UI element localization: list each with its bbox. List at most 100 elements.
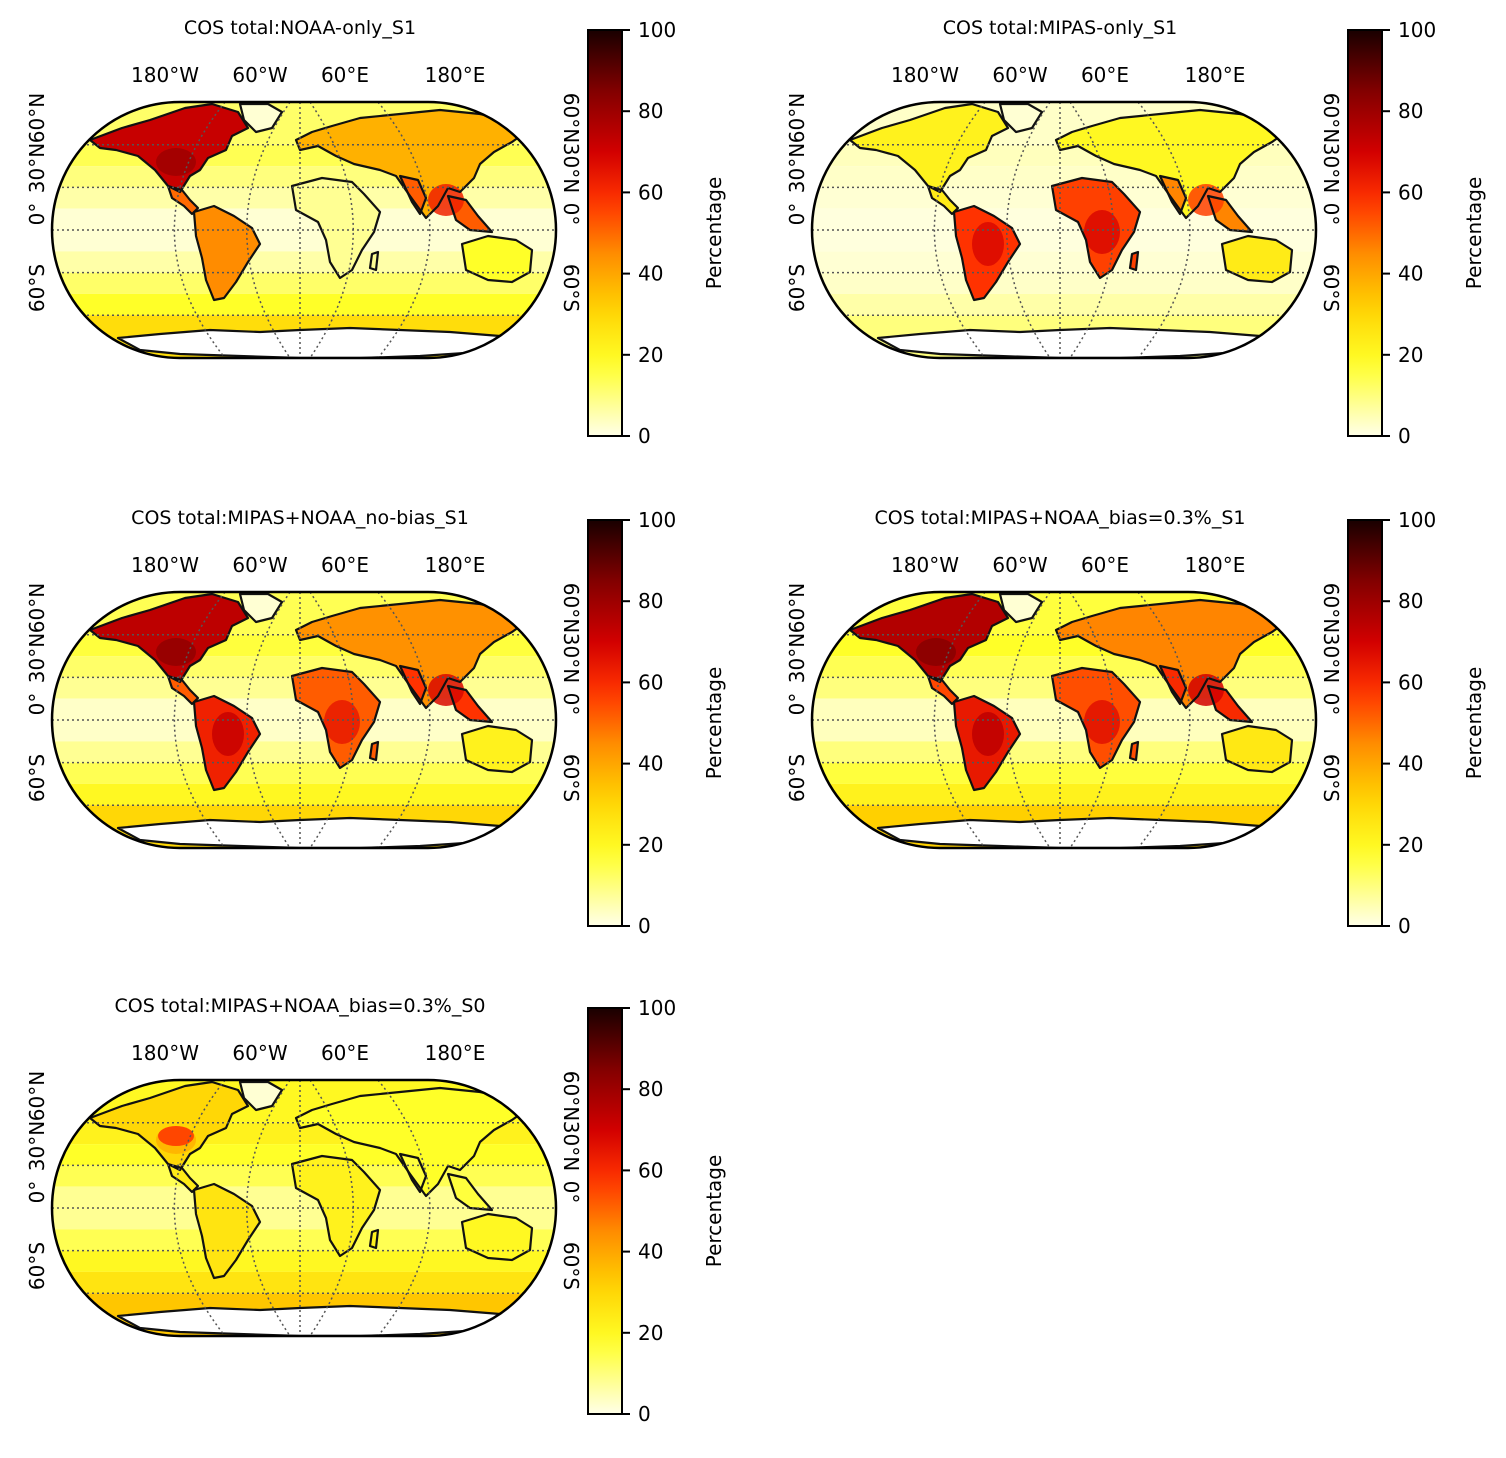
coastline (1158, 174, 1188, 216)
latitude-label-right: 30°N (559, 1121, 583, 1171)
meridian-gridline (933, 592, 986, 848)
latitude-label-right: 60°N (1319, 583, 1343, 633)
latitude-label-right: 0° (1319, 203, 1343, 226)
latitude-label-left: 0° (785, 203, 809, 226)
map-figure: 180°W 60°W 60°E 180°E60°N 60°N30°N 30°N0° 0°60… (785, 508, 1486, 938)
colorbar-tick-label: 40 (638, 262, 663, 286)
latitude-label-right: 60°S (559, 264, 583, 312)
longitude-label: 60°W (232, 63, 287, 87)
ocean-band (812, 272, 1316, 294)
colorbar-tick-label: 60 (1398, 180, 1423, 204)
map-figure: 180°W 60°W 60°E 180°E60°N 60°N30°N 30°N0° 0°60… (25, 996, 726, 1426)
ocean-band (812, 251, 1316, 273)
coastline (1050, 666, 1142, 770)
hotspot (916, 638, 956, 666)
colorbar-tick-label: 40 (1398, 752, 1423, 776)
land-region-central-america (168, 1164, 198, 1192)
latitude-label-right: 30°N (559, 143, 583, 193)
ocean-band (812, 762, 1316, 784)
colorbar-tick-label: 80 (638, 589, 663, 613)
colorbar-tick-label: 80 (638, 1077, 663, 1101)
coastline (290, 666, 382, 770)
latitude-label-right: 0° (559, 1181, 583, 1204)
longitude-label: 60°E (321, 553, 369, 577)
hotspot (212, 712, 244, 756)
colorbar-tick-label: 40 (638, 1240, 663, 1264)
coastline (1128, 250, 1140, 272)
map-field (52, 1080, 556, 1336)
latitude-label-left: 60°N (25, 93, 49, 143)
coastline (238, 102, 284, 134)
colorbar-tick-label: 0 (1398, 424, 1411, 448)
map-frame (50, 590, 558, 850)
latitude-label-left: 60°N (25, 583, 49, 633)
coastline (998, 102, 1044, 134)
colorbar-label: Percentage (702, 177, 726, 290)
coastline (848, 592, 1010, 684)
colorbar-tick-label: 100 (638, 996, 676, 1020)
land-region-africa (292, 1156, 380, 1256)
coastline (294, 1086, 528, 1198)
land-region-australia (462, 236, 532, 282)
latitude-label-left: 0° (25, 1181, 49, 1204)
land-region-eurasia (296, 600, 526, 708)
meridian-gridline (173, 592, 226, 848)
colorbar-tick-label: 80 (1398, 99, 1423, 123)
colorbar-tick-label: 100 (1398, 508, 1436, 532)
coastline (1054, 108, 1288, 220)
map-field (812, 102, 1316, 358)
colorbar-tick-label: 20 (638, 833, 663, 857)
land-region-eurasia (1056, 110, 1286, 218)
ocean-band (52, 741, 556, 763)
meridian-gridline (309, 1080, 354, 1336)
hotspot (324, 700, 360, 744)
colorbar-tick-label: 0 (1398, 914, 1411, 938)
longitude-label: 60°E (321, 1041, 369, 1065)
latitude-label-right: 60°S (559, 754, 583, 802)
panel-title: COS total:MIPAS-only_S1 (942, 17, 1178, 39)
colorbar-tick-label: 80 (638, 99, 663, 123)
longitude-label: 180°E (425, 63, 486, 87)
panel-title: COS total:NOAA-only_S1 (183, 17, 417, 39)
map-panel-bias-s1: COS total:MIPAS+NOAA_bias=0.3%_S1 180°W 6… (760, 490, 1506, 970)
coastline (368, 1228, 380, 1250)
colorbar-label: Percentage (702, 1155, 726, 1268)
meridian-gridline (246, 592, 291, 848)
colorbar (587, 1007, 623, 1415)
hotspot (1084, 700, 1120, 744)
colorbar (587, 519, 623, 927)
colorbar (1347, 519, 1383, 927)
ocean-band (52, 1229, 556, 1251)
latitude-label-left: 0° (25, 203, 49, 226)
latitude-label-left: 60°N (785, 583, 809, 633)
ocean-band (52, 783, 556, 806)
meridian-gridline (933, 102, 986, 358)
longitude-label: 180°E (1185, 553, 1246, 577)
map-panel-noaa-only: COS total:NOAA-only_S1 180°W 60°W 60°E 180°… (0, 0, 760, 480)
coastline (294, 108, 528, 220)
land-region-australia (1222, 236, 1292, 282)
map-frame (810, 590, 1318, 850)
coastline (368, 740, 380, 762)
latitude-label-left: 0° (785, 693, 809, 716)
colorbar-tick-label: 40 (638, 752, 663, 776)
hotspot (156, 148, 196, 176)
colorbar-tick-label: 0 (638, 1402, 651, 1426)
coastline (952, 204, 1022, 302)
map-figure: 180°W 60°W 60°E 180°E60°N 60°N30°N 30°N0° 0°60… (25, 508, 726, 938)
longitude-label: 180°W (131, 553, 199, 577)
coastline (192, 204, 262, 302)
latitude-label-right: 60°S (1319, 754, 1343, 802)
map-figure: 180°W 60°W 60°E 180°E60°N 60°N30°N 30°N0° 0°60… (25, 18, 726, 448)
map-panel-mipas-only: COS total:MIPAS-only_S1 180°W 60°W 60°E 180… (760, 0, 1506, 480)
meridian-gridline (1137, 592, 1191, 848)
longitude-label: 60°E (1081, 63, 1129, 87)
coastline (398, 1152, 428, 1194)
land-region-africa (292, 178, 380, 278)
ocean-band (812, 741, 1316, 763)
latitude-label-right: 60°N (559, 93, 583, 143)
coastline (294, 598, 528, 710)
land-region-eurasia (296, 1088, 526, 1196)
land-region-central-america (168, 676, 198, 704)
meridian-gridline (1137, 102, 1191, 358)
